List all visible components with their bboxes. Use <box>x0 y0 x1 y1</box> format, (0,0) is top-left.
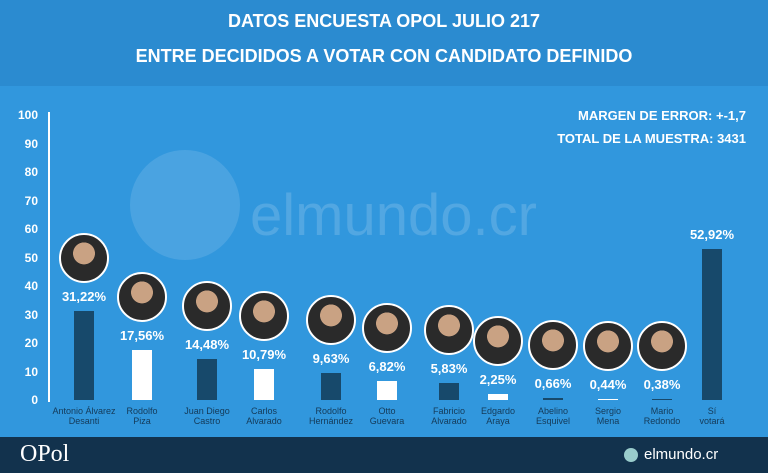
bar <box>439 383 459 400</box>
footer-site: elmundo.cr <box>644 446 719 463</box>
y-tick-label: 0 <box>31 393 38 407</box>
header-band <box>0 0 768 86</box>
bar <box>254 369 274 400</box>
y-tick-label: 30 <box>24 307 38 322</box>
annotation: MARGEN DE ERROR: +-1,7 <box>578 108 746 123</box>
value-label: 10,79% <box>241 347 287 363</box>
chart-subtitle: ENTRE DECIDIDOS A VOTAR CON CANDIDATO DE… <box>135 46 633 66</box>
candidate-photo <box>528 320 578 371</box>
y-tick-label: 40 <box>24 279 38 293</box>
y-tick-label: 20 <box>24 336 38 350</box>
value-label: 14,48% <box>184 336 230 352</box>
candidate-photo <box>117 271 167 322</box>
y-tick-label: 10 <box>24 364 38 379</box>
bar <box>377 380 397 400</box>
x-tick-label: Antonio Álvarez Desanti <box>52 406 116 426</box>
candidate-photo <box>306 294 356 345</box>
y-tick-label: 50 <box>24 250 38 265</box>
watermark: elmundo.cr <box>250 183 537 248</box>
x-tick-label: Sergio Mena <box>594 406 621 426</box>
candidate-photo <box>182 280 232 331</box>
x-tick-label: Edgardo Araya <box>480 406 516 426</box>
bar <box>321 372 341 400</box>
x-tick-label: Sí votará <box>699 406 725 426</box>
value-label: 6,82% <box>368 358 406 374</box>
y-tick-label: 80 <box>24 165 38 179</box>
x-tick-label: Mario Redondo <box>643 406 681 426</box>
x-tick-label: Fabricio Alvarado <box>431 406 467 426</box>
value-label: 17,56% <box>119 327 165 343</box>
value-label: 2,25% <box>479 371 517 387</box>
x-tick-label: Abelino Esquivel <box>535 406 571 426</box>
bar <box>598 398 618 400</box>
y-axis <box>48 112 50 402</box>
candidate-photo <box>583 320 633 371</box>
watermark-globe <box>130 150 240 260</box>
candidate-photo <box>473 315 523 366</box>
x-tick-label: Carlos Alvarado <box>246 406 282 426</box>
bar <box>74 311 94 400</box>
y-tick-label: 70 <box>24 193 38 208</box>
candidate-photo <box>637 320 687 371</box>
footer-icon <box>624 448 638 462</box>
bar <box>488 393 508 400</box>
candidate-photo <box>424 305 474 356</box>
candidate-photo <box>59 233 109 284</box>
y-tick-label: 60 <box>24 222 38 236</box>
x-tick-label: Rodolfo Piza <box>126 406 158 426</box>
y-tick-label: 90 <box>24 136 38 151</box>
value-label: 9,63% <box>312 350 350 366</box>
bar <box>132 349 152 400</box>
candidate-photo <box>362 302 412 353</box>
candidate-photo <box>239 291 289 342</box>
x-tick-label: Rodolfo Hernández <box>308 406 354 426</box>
value-label: 31,22% <box>61 289 107 305</box>
x-tick-label: Otto Guevara <box>369 406 405 426</box>
bar <box>702 249 722 400</box>
value-label: 52,92% <box>689 227 735 243</box>
bar <box>197 358 217 400</box>
value-label: 0,38% <box>643 376 681 392</box>
footer-logo: OPol <box>20 441 70 467</box>
bar <box>543 398 563 400</box>
bar <box>652 398 672 400</box>
y-tick-label: 100 <box>17 108 38 122</box>
value-label: 0,66% <box>534 376 572 392</box>
x-tick-label: Juan Diego Castro <box>184 406 230 426</box>
value-label: 0,44% <box>589 376 627 392</box>
footer <box>0 437 768 473</box>
annotation: TOTAL DE LA MUESTRA: 3431 <box>557 131 746 146</box>
value-label: 5,83% <box>430 361 468 377</box>
chart-title: DATOS ENCUESTA OPOL JULIO 217 <box>227 11 541 31</box>
